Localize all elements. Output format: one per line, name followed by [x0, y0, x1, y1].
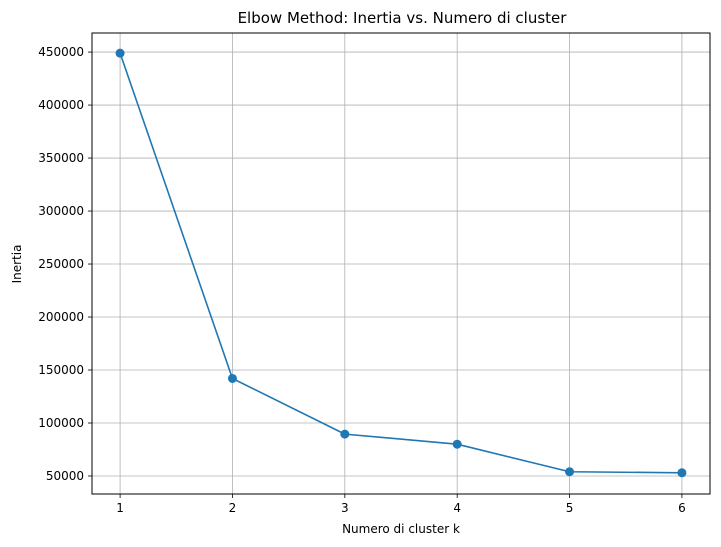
- y-tick-label: 100000: [38, 416, 84, 430]
- data-point[interactable]: [340, 429, 350, 439]
- chart-title: Elbow Method: Inertia vs. Numero di clus…: [238, 9, 568, 27]
- series-line: [119, 52, 682, 474]
- x-tick-label: 6: [678, 501, 686, 515]
- grid-lines: [92, 33, 710, 494]
- plot-area-frame: [91, 32, 711, 495]
- data-point[interactable]: [452, 439, 462, 449]
- x-tick-label: 1: [116, 501, 124, 515]
- x-tick-label: 3: [341, 501, 349, 515]
- y-tick-label: 250000: [38, 257, 84, 271]
- y-axis-title: Inertia: [10, 245, 24, 284]
- y-tick-label: 400000: [38, 98, 84, 112]
- data-point[interactable]: [115, 48, 125, 58]
- data-point[interactable]: [565, 467, 575, 477]
- data-series: [115, 48, 687, 478]
- x-tick-label: 5: [566, 501, 574, 515]
- y-tick-label: 300000: [38, 204, 84, 218]
- data-point[interactable]: [677, 468, 687, 478]
- x-tick-label: 4: [453, 501, 461, 515]
- x-axis-title: Numero di cluster k: [342, 522, 460, 536]
- y-tick-label: 50000: [46, 469, 84, 483]
- y-tick-label: 450000: [38, 45, 84, 59]
- y-tick-label: 150000: [38, 363, 84, 377]
- x-tick-label: 2: [229, 501, 237, 515]
- data-point[interactable]: [227, 373, 237, 383]
- axis-ticks: 1 2 3 4 5 6 50000 100000 150000 200000 250000 30000…: [38, 45, 686, 515]
- y-tick-label: 350000: [38, 151, 84, 165]
- y-tick-label: 200000: [38, 310, 84, 324]
